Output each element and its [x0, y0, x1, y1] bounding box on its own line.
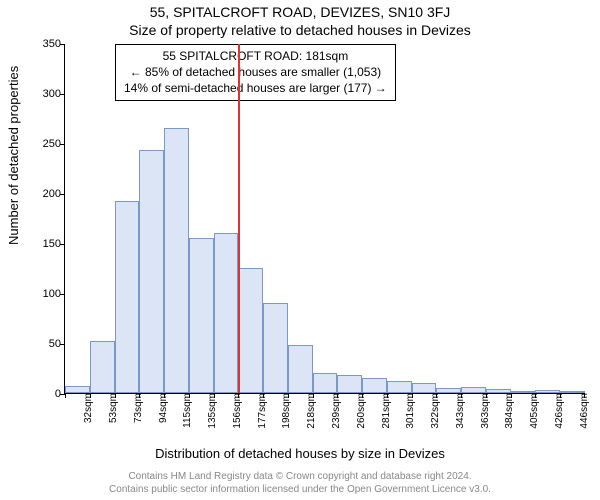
y-tick-mark — [60, 244, 65, 245]
x-tick-mark — [288, 393, 289, 398]
x-tick-mark — [90, 393, 91, 398]
x-tick-label: 135sqm — [205, 393, 218, 429]
x-tick-label: 322sqm — [428, 393, 441, 429]
x-tick-label: 426sqm — [552, 393, 565, 429]
x-tick-mark — [65, 393, 66, 398]
credits-line-2: Contains public sector information licen… — [0, 483, 600, 496]
x-tick-mark — [115, 393, 116, 398]
x-tick-label: 384sqm — [502, 393, 515, 429]
x-tick-mark — [238, 393, 239, 398]
histogram-bar — [362, 378, 387, 393]
x-tick-label: 281sqm — [379, 393, 392, 429]
x-tick-label: 177sqm — [255, 393, 268, 429]
x-tick-label: 363sqm — [478, 393, 491, 429]
chart-container: 55, SPITALCROFT ROAD, DEVIZES, SN10 3FJ … — [0, 0, 600, 500]
histogram-bar — [412, 383, 437, 393]
y-tick-mark — [60, 294, 65, 295]
histogram-bar — [288, 345, 313, 393]
x-tick-label: 239sqm — [329, 393, 342, 429]
x-tick-mark — [263, 393, 264, 398]
x-tick-label: 115sqm — [180, 393, 193, 428]
x-tick-mark — [486, 393, 487, 398]
x-tick-mark — [164, 393, 165, 398]
x-tick-label: 446sqm — [577, 393, 590, 429]
y-tick-mark — [60, 94, 65, 95]
histogram-bar — [164, 128, 189, 393]
histogram-bar — [65, 386, 90, 393]
plot-area: 05010015020025030035032sqm53sqm73sqm94sq… — [64, 44, 584, 394]
histogram-bar — [115, 201, 140, 393]
x-tick-label: 53sqm — [106, 393, 119, 423]
x-tick-label: 73sqm — [131, 393, 144, 423]
x-tick-mark — [560, 393, 561, 398]
x-tick-mark — [337, 393, 338, 398]
x-tick-label: 94sqm — [156, 393, 169, 423]
reference-line — [238, 44, 240, 393]
histogram-bar — [238, 268, 263, 393]
chart-title-description: Size of property relative to detached ho… — [0, 22, 600, 38]
histogram-bar — [313, 373, 338, 393]
credits: Contains HM Land Registry data © Crown c… — [0, 470, 600, 496]
histogram-bar — [337, 375, 362, 393]
x-tick-mark — [189, 393, 190, 398]
x-tick-mark — [412, 393, 413, 398]
x-tick-mark — [584, 393, 585, 398]
histogram-bar — [189, 238, 214, 393]
y-tick-mark — [60, 144, 65, 145]
x-tick-label: 218sqm — [304, 393, 317, 429]
x-tick-mark — [535, 393, 536, 398]
x-tick-label: 198sqm — [279, 393, 292, 429]
histogram-bar — [387, 381, 412, 393]
y-tick-mark — [60, 344, 65, 345]
x-tick-label: 32sqm — [81, 393, 94, 423]
x-tick-label: 343sqm — [453, 393, 466, 429]
credits-line-1: Contains HM Land Registry data © Crown c… — [0, 470, 600, 483]
histogram-bar — [139, 150, 164, 393]
histogram-bar — [90, 341, 115, 393]
x-tick-label: 260sqm — [354, 393, 367, 429]
x-tick-mark — [461, 393, 462, 398]
x-tick-label: 156sqm — [230, 393, 243, 429]
histogram-bar — [214, 233, 239, 393]
x-tick-mark — [387, 393, 388, 398]
x-axis-label: Distribution of detached houses by size … — [0, 446, 600, 461]
y-tick-mark — [60, 44, 65, 45]
x-tick-mark — [362, 393, 363, 398]
histogram-bar — [263, 303, 288, 393]
x-tick-mark — [214, 393, 215, 398]
x-tick-label: 405sqm — [527, 393, 540, 429]
y-tick-mark — [60, 194, 65, 195]
x-tick-mark — [313, 393, 314, 398]
chart-title-address: 55, SPITALCROFT ROAD, DEVIZES, SN10 3FJ — [0, 4, 600, 20]
x-tick-label: 301sqm — [403, 393, 416, 429]
x-tick-mark — [436, 393, 437, 398]
x-tick-mark — [511, 393, 512, 398]
y-axis-label: Number of detached properties — [6, 66, 21, 245]
x-tick-mark — [139, 393, 140, 398]
